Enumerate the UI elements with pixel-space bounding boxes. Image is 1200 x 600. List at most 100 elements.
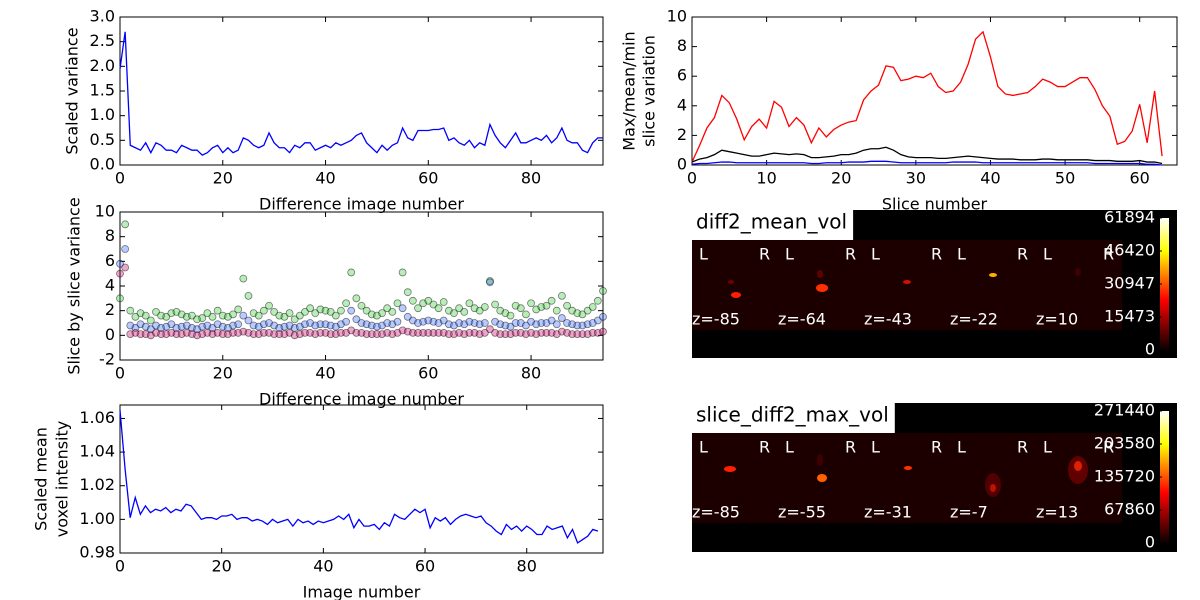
y-axis-label: Slice by slice variance [65,197,84,374]
y-axis-label: slice variation [640,35,659,147]
orientation-label: R [1017,438,1028,457]
scatter-point [116,259,124,268]
scatter-point [141,311,150,320]
scatter-point [352,315,361,324]
scatter-point [383,304,392,313]
slice-label: z=-64 [778,310,826,329]
slice-label: z=-7 [950,503,988,522]
scatter-point [547,296,556,305]
scatter-point [424,296,433,305]
axes-frame [119,211,604,361]
scatter-point [460,307,469,316]
x-tick-label: 0 [115,364,125,383]
scatter-point [357,301,366,310]
orientation-label: R [845,438,856,457]
y-tick-label: 1.00 [79,509,115,528]
x-tick-label: 0 [687,169,697,188]
colorbar-tick-label: 15473 [1104,307,1155,326]
scatter-point [342,299,350,308]
scatter-point [542,301,551,310]
scatter-point [213,306,222,315]
scatter-point [162,312,171,321]
orientation-label: L [1043,245,1052,264]
scatter-point [234,305,243,314]
scatter-point [450,309,458,318]
scatter-point [578,310,587,319]
scatter-point [403,288,412,297]
scatter-point [527,299,535,308]
x-tick-label: 20 [212,557,232,576]
orientation-label: L [785,245,794,264]
orientation-label: L [785,438,794,457]
x-axis-label: Difference image number [259,195,464,214]
scatter-point [455,304,464,313]
orientation-label: R [759,438,770,457]
y-tick-label: 6 [677,66,687,85]
scatter-point [290,315,299,324]
y-tick-label: 2 [677,125,687,144]
y-tick-label: 2.0 [90,56,115,75]
scatter-point [547,316,556,325]
scatter-point [506,311,515,320]
axes-frame [119,16,604,166]
scatter-point [337,306,345,315]
scatter-point [270,307,279,316]
scatter-point [439,316,448,325]
orientation-label: R [931,245,942,264]
line [691,30,1163,163]
title-box [692,403,895,433]
colorbar-tick-label: 203580 [1094,434,1155,453]
x-axis-label: Image number [303,583,421,600]
x-tick-label: 40 [315,364,335,383]
scatter-point [311,309,320,318]
y-tick-label: 2 [105,300,115,319]
axes-frame [691,16,1178,166]
scatter-point [480,328,489,337]
scatter-point [506,322,515,331]
slice-label: z=-85 [692,503,740,522]
scatter-point [229,310,237,319]
slice-label: z=-43 [864,310,912,329]
y-tick-label: 1.0 [90,105,115,124]
orientation-label: L [871,438,880,457]
orientation-label: R [931,438,942,457]
x-tick-label: 0 [115,169,125,188]
scatter-point [301,307,309,316]
scatter-point [439,298,448,306]
y-tick-label: 1.5 [90,81,115,100]
scatter-point [465,299,474,308]
scatter-point [557,314,566,322]
scatter-point [378,309,386,318]
scatter-point [121,220,130,229]
line [691,160,1163,166]
scatter-point [599,312,607,321]
scatter-point [593,316,602,325]
slice-label: z=-55 [778,503,826,522]
x-tick-label: 80 [517,557,537,576]
scatter-point [434,304,443,313]
orientation-label: R [845,245,856,264]
orientation-label: L [957,245,966,264]
x-tick-label: 80 [521,364,541,383]
orientation-label: R [759,245,770,264]
scatter-point [167,320,176,329]
colorbar-tick-label: 46420 [1104,241,1155,260]
colorbar-tick-label: 30947 [1104,274,1155,293]
scatter-point [188,311,196,320]
slice-label: z=-31 [864,503,912,522]
orientation-label: L [957,438,966,457]
colorbar-tick-label: 61894 [1104,208,1155,227]
scatter-point [599,287,607,295]
y-tick-label: 10 [95,202,115,221]
x-tick-label: 20 [213,169,233,188]
y-tick-label: 0 [677,155,687,174]
scatter-point [362,306,371,315]
scatter-point [265,301,273,310]
x-tick-label: 20 [831,169,851,188]
colorbar [1160,218,1169,350]
y-tick-label: 0 [105,325,115,344]
y-tick-label: 4 [677,95,687,114]
colorbar-tick-label: 67860 [1104,500,1155,519]
scatter-point [491,300,499,309]
scatter-point [408,296,417,305]
